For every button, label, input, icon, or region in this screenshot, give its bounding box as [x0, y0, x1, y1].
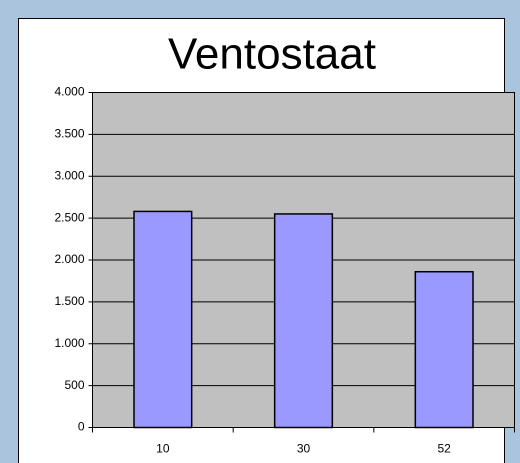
x-tick-label: 52	[437, 442, 451, 456]
y-tick-label: 4.000	[54, 85, 84, 99]
y-tick-label: 500	[64, 378, 84, 392]
x-tick-label: 10	[156, 442, 170, 456]
y-tick-label: 1.500	[54, 294, 84, 308]
y-tick-label: 1.000	[54, 336, 84, 350]
bar	[133, 210, 193, 429]
y-tick-label: 3.000	[54, 168, 84, 182]
chart-title: Ventostaat	[168, 30, 376, 79]
bar	[414, 270, 474, 429]
x-tick-label: 30	[297, 442, 311, 456]
bar	[273, 213, 334, 429]
y-tick-label: 2.500	[54, 210, 84, 224]
y-tick-label: 3.500	[54, 127, 84, 141]
y-tick-label: 0	[78, 420, 85, 434]
y-tick-label: 2.000	[54, 252, 84, 266]
